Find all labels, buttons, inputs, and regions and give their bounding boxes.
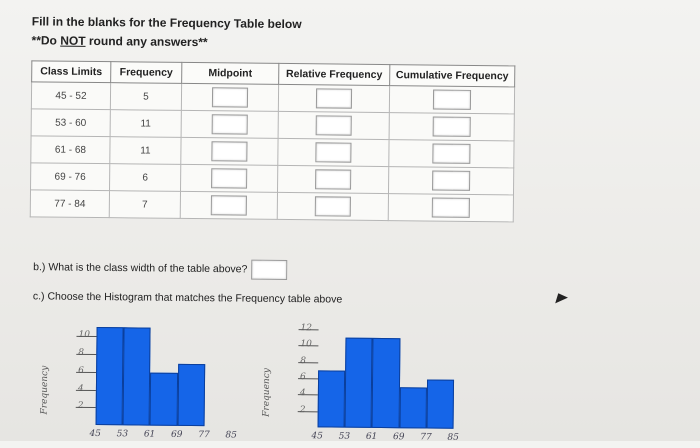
midpoint-input-cell <box>181 110 279 139</box>
mouse-cursor-icon <box>551 290 568 304</box>
histogram-xtick: 45 <box>311 431 323 442</box>
instructions-line1: Fill in the blanks for the Frequency Tab… <box>31 14 302 32</box>
histogram-xtick: 45 <box>89 428 101 440</box>
question-b-text: b.) What is the class width of the table… <box>33 261 248 276</box>
col-cumulative-frequency: Cumulative Frequency <box>389 64 515 87</box>
relative-frequency-input[interactable] <box>315 142 352 163</box>
midpoint-input-cell <box>180 137 279 166</box>
cumulative-frequency-input-cell <box>389 85 515 114</box>
histogram-xtick: 53 <box>338 431 351 442</box>
cumulative-frequency-input[interactable] <box>432 116 471 137</box>
instructions-line2: **Do NOT round any answers** <box>32 33 208 49</box>
cumulative-frequency-input[interactable] <box>432 170 471 191</box>
histogram-tick-mark <box>298 361 319 364</box>
histogram-xtick: 61 <box>143 429 156 440</box>
histogram-option-2[interactable]: Frequency 2 4 6 8 10 12 45 53 61 69 77 85 <box>253 319 464 446</box>
col-relative-frequency: Relative Frequency <box>278 63 390 86</box>
cumulative-frequency-input[interactable] <box>432 89 472 110</box>
histogram-ylabel: Frequency <box>39 365 51 415</box>
relative-frequency-input[interactable] <box>315 88 353 109</box>
frequency-cell: 5 <box>110 82 182 111</box>
histogram-bar <box>317 370 346 428</box>
histogram-bar <box>122 327 151 426</box>
frequency-table: Class Limits Frequency Midpoint Relative… <box>29 60 516 223</box>
col-class-limits: Class Limits <box>31 60 111 83</box>
class-limits-cell: 45 - 52 <box>31 81 111 110</box>
histogram-bar <box>344 337 373 428</box>
cumulative-frequency-input[interactable] <box>432 143 471 164</box>
frequency-cell: 7 <box>109 190 181 219</box>
midpoint-input-cell <box>181 83 279 112</box>
col-midpoint: Midpoint <box>181 62 279 85</box>
class-limits-cell: 61 - 68 <box>30 135 111 164</box>
histogram-xtick: 85 <box>447 432 459 443</box>
histogram-bar <box>149 372 178 426</box>
midpoint-input[interactable] <box>211 114 248 135</box>
histogram-xtick: 85 <box>225 430 237 441</box>
histogram-option-1[interactable]: Frequency 2 4 6 8 10 45 53 61 69 77 85 <box>31 316 242 443</box>
histogram-bar <box>371 338 401 429</box>
instructions-suffix: round any answers** <box>85 33 208 50</box>
histogram-bar <box>426 379 455 429</box>
relative-frequency-input-cell <box>277 165 389 194</box>
class-limits-cell: 53 - 60 <box>31 108 111 137</box>
histogram-xtick: 61 <box>365 431 378 442</box>
histogram-tick-mark <box>76 353 97 356</box>
relative-frequency-input-cell <box>277 192 389 221</box>
midpoint-input-cell <box>180 164 278 193</box>
histogram-tick-mark <box>297 410 318 413</box>
class-limits-cell: 69 - 76 <box>30 162 110 191</box>
question-c-text: c.) Choose the Histogram that matches th… <box>32 290 343 306</box>
class-limits-cell: 77 - 84 <box>30 189 110 218</box>
frequency-cell: 11 <box>110 109 182 138</box>
histogram-tick-mark <box>76 371 97 373</box>
midpoint-input[interactable] <box>211 168 248 189</box>
midpoint-input[interactable] <box>211 87 249 108</box>
histogram-tick-mark <box>75 389 96 391</box>
histogram-ylabel: Frequency <box>261 368 273 417</box>
question-b: b.) What is the class width of the table… <box>33 257 288 281</box>
histogram-tick-mark <box>298 345 319 347</box>
cumulative-frequency-input-cell <box>388 193 514 222</box>
table-row: 77 - 84 7 <box>30 189 514 222</box>
histogram-tick-mark <box>76 336 97 338</box>
midpoint-input-cell <box>180 191 278 220</box>
frequency-cell: 11 <box>109 136 182 165</box>
instructions-not: NOT <box>60 33 86 48</box>
relative-frequency-input[interactable] <box>315 169 352 190</box>
class-width-input[interactable] <box>251 259 288 281</box>
histogram-tick-mark <box>75 407 96 409</box>
histogram-xtick: 53 <box>116 429 129 440</box>
frequency-cell: 6 <box>109 163 181 192</box>
histogram-bar <box>95 327 124 426</box>
relative-frequency-input-cell <box>277 138 390 167</box>
histogram-bar <box>399 387 427 429</box>
histogram-xtick: 77 <box>198 430 210 441</box>
histogram-bar <box>177 363 205 427</box>
histogram-xtick: 69 <box>170 429 183 440</box>
histogram-xtick: 77 <box>420 432 432 443</box>
histogram-tick-mark <box>297 394 318 396</box>
instructions-prefix: **Do <box>31 33 61 48</box>
midpoint-input[interactable] <box>211 141 248 162</box>
col-frequency: Frequency <box>110 61 182 84</box>
cumulative-frequency-input-cell <box>388 166 514 195</box>
cumulative-frequency-input-cell <box>389 112 515 141</box>
relative-frequency-input[interactable] <box>314 196 351 217</box>
midpoint-input[interactable] <box>210 195 247 216</box>
histogram-tick-mark <box>298 329 319 331</box>
relative-frequency-input[interactable] <box>315 115 352 136</box>
relative-frequency-input-cell <box>278 111 390 140</box>
cumulative-frequency-input-cell <box>388 139 515 168</box>
histogram-tick-mark <box>298 378 319 380</box>
relative-frequency-input-cell <box>278 84 390 113</box>
cumulative-frequency-input[interactable] <box>431 197 470 218</box>
